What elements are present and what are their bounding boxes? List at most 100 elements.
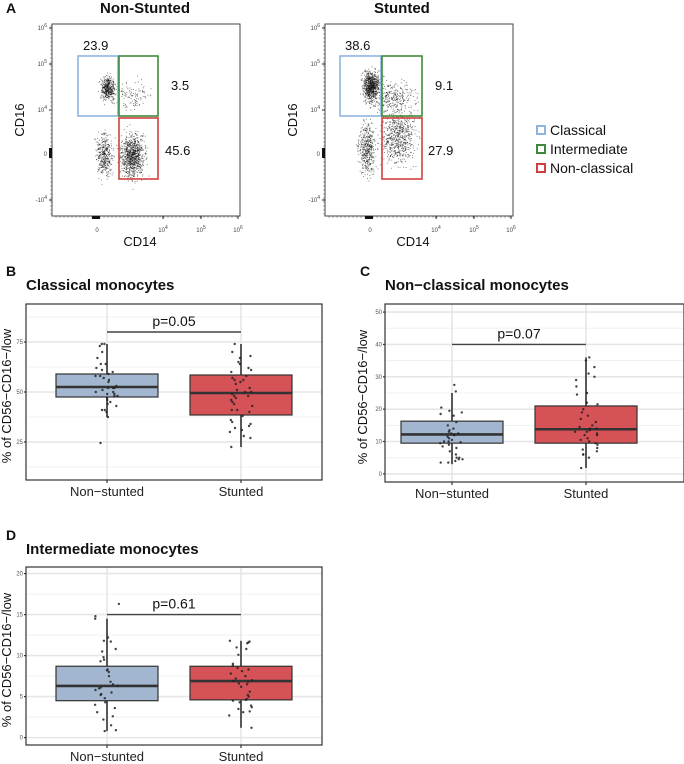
- event-dot: [368, 159, 370, 161]
- event-dot: [121, 145, 123, 147]
- event-dot: [403, 139, 405, 140]
- event-dot: [142, 161, 144, 163]
- event-dot: [106, 147, 108, 149]
- event-dot: [106, 171, 108, 173]
- event-dot: [103, 151, 105, 153]
- event-dot: [365, 93, 367, 94]
- event-dot: [391, 130, 392, 131]
- data-point: [116, 684, 119, 688]
- event-dot: [133, 153, 135, 155]
- event-dot: [99, 156, 100, 158]
- event-dot: [407, 131, 409, 133]
- event-dot: [386, 149, 388, 151]
- event-dot: [388, 101, 389, 103]
- event-dot: [133, 162, 134, 164]
- event-dot: [364, 127, 366, 129]
- event-dot: [398, 151, 400, 152]
- event-dot: [392, 125, 394, 127]
- event-dot: [111, 155, 112, 156]
- event-dot: [122, 160, 124, 162]
- data-point: [588, 356, 591, 359]
- data-point: [117, 602, 121, 606]
- event-dot: [366, 125, 368, 127]
- event-dot: [360, 127, 362, 129]
- event-dot: [129, 163, 130, 165]
- event-dot: [100, 160, 102, 162]
- event-dot: [127, 142, 129, 144]
- event-dot: [365, 96, 366, 98]
- event-dot: [369, 76, 371, 78]
- event-dot: [105, 145, 106, 147]
- event-dot: [364, 153, 365, 155]
- event-dot: [112, 88, 114, 89]
- event-dot: [382, 131, 384, 133]
- event-dot: [104, 85, 106, 86]
- event-dot: [361, 155, 363, 157]
- event-dot: [126, 156, 128, 158]
- event-dot: [108, 158, 109, 159]
- event-dot: [358, 139, 360, 141]
- event-dot: [411, 127, 413, 128]
- event-dot: [110, 170, 111, 172]
- event-dot: [131, 137, 133, 139]
- event-dot: [129, 155, 131, 157]
- event-dot: [99, 155, 101, 157]
- event-dot: [103, 85, 105, 87]
- event-dot: [97, 160, 99, 162]
- event-dot: [140, 139, 141, 141]
- event-dot: [405, 137, 407, 139]
- event-dot: [130, 166, 131, 168]
- event-dot: [366, 166, 368, 168]
- event-dot: [366, 156, 368, 158]
- event-dot: [372, 152, 374, 154]
- event-dot: [393, 147, 395, 148]
- event-dot: [104, 156, 106, 158]
- event-dot: [129, 145, 131, 147]
- event-dot: [137, 150, 139, 152]
- event-dot: [403, 100, 405, 102]
- event-dot: [101, 170, 103, 171]
- event-dot: [369, 134, 371, 135]
- event-dot: [391, 147, 393, 149]
- event-dot: [139, 104, 140, 106]
- event-dot: [145, 147, 147, 149]
- event-dot: [146, 157, 148, 159]
- event-dot: [396, 134, 398, 136]
- event-dot: [368, 68, 370, 70]
- event-dot: [368, 135, 370, 137]
- event-dot: [133, 168, 135, 169]
- event-dot: [106, 167, 108, 169]
- event-dot: [137, 152, 139, 153]
- event-dot: [388, 84, 390, 86]
- event-dot: [370, 72, 372, 74]
- event-dot: [103, 86, 104, 88]
- event-dot: [122, 152, 124, 154]
- event-dot: [105, 83, 107, 85]
- event-dot: [410, 107, 412, 108]
- event-dot: [367, 86, 369, 88]
- x-axis-dense-ticks: [365, 216, 373, 219]
- event-dot: [397, 90, 399, 92]
- event-dot: [371, 167, 372, 169]
- event-dot: [386, 152, 388, 154]
- event-dot: [98, 144, 100, 146]
- event-dot: [102, 92, 104, 93]
- event-dot: [103, 162, 105, 164]
- event-dot: [369, 83, 371, 85]
- event-dot: [361, 164, 363, 166]
- event-dot: [360, 158, 362, 160]
- event-dot: [109, 162, 110, 164]
- event-dot: [368, 101, 370, 103]
- event-dot: [131, 154, 133, 156]
- data-point: [248, 386, 251, 390]
- event-dot: [370, 145, 372, 147]
- event-dot: [366, 159, 368, 161]
- event-dot: [128, 176, 130, 178]
- event-dot: [106, 95, 108, 97]
- event-dot: [377, 76, 379, 78]
- event-dot: [392, 149, 394, 151]
- event-dot: [375, 90, 377, 92]
- event-dot: [108, 95, 109, 97]
- event-dot: [417, 110, 419, 112]
- event-dot: [367, 139, 369, 141]
